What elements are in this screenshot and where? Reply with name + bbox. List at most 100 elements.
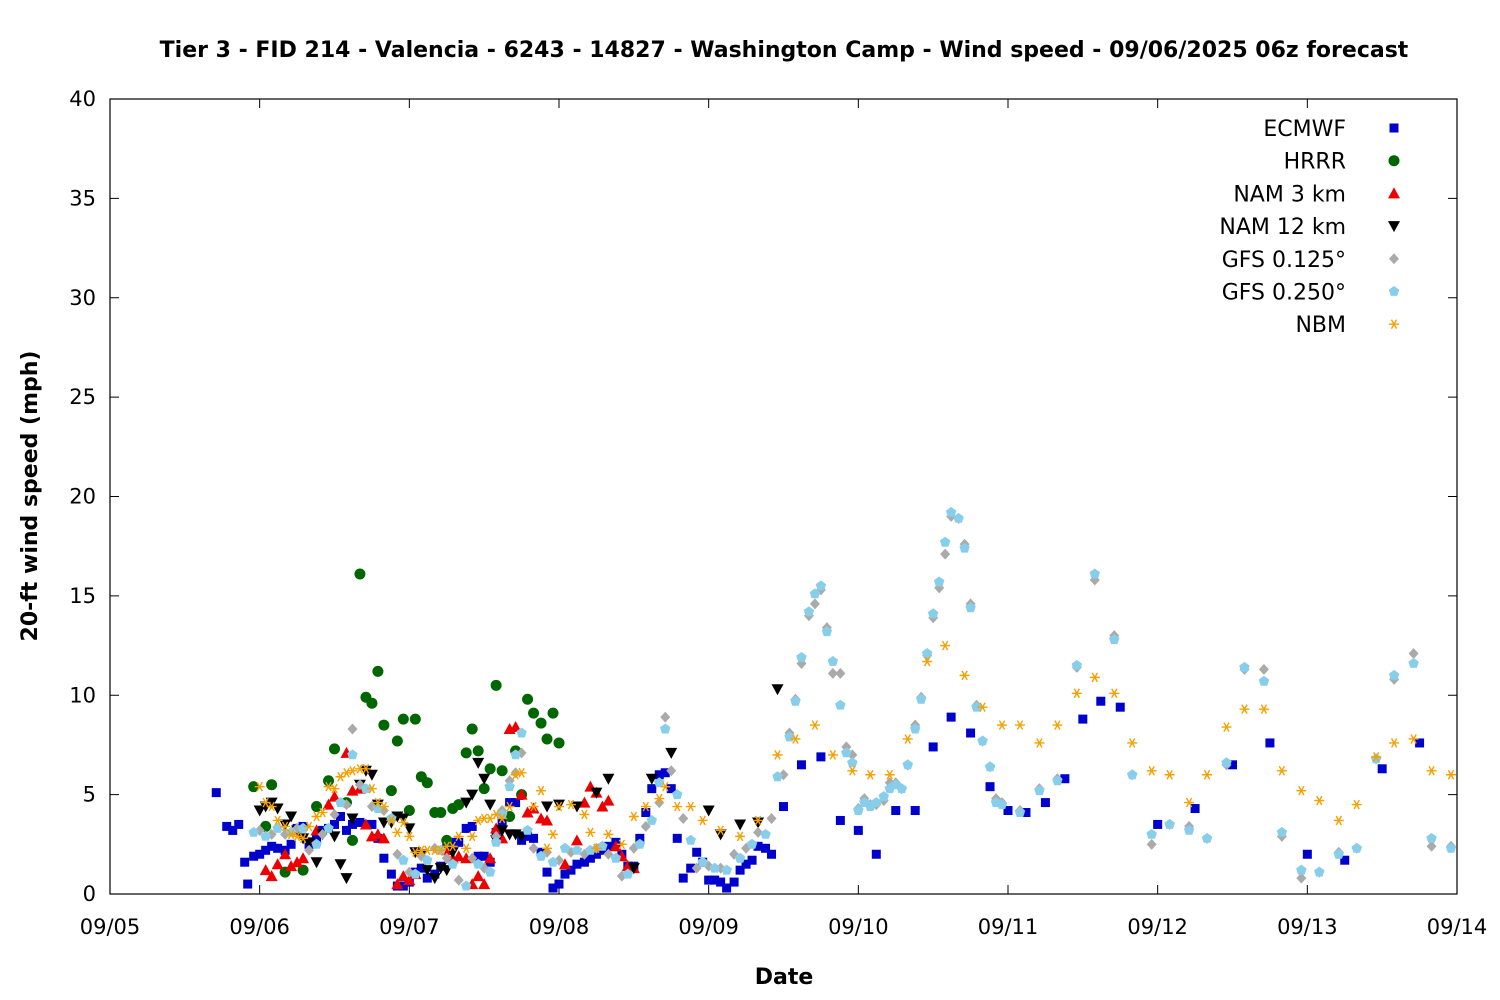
data-point (354, 568, 366, 580)
y-tick-label: 20 (69, 485, 96, 509)
y-tick-label: 5 (83, 783, 96, 807)
data-point (323, 775, 335, 787)
data-point (835, 699, 846, 710)
data-point (259, 864, 272, 876)
data-point (1314, 795, 1325, 806)
data-point (521, 806, 534, 818)
data-point (461, 843, 472, 854)
data-point (803, 606, 815, 617)
data-point (666, 784, 676, 794)
data-point (541, 814, 554, 826)
data-point (328, 831, 341, 843)
data-point (922, 656, 933, 667)
data-point (628, 811, 639, 822)
data-point (254, 781, 265, 792)
data-point (547, 856, 559, 867)
data-point (403, 805, 415, 817)
data-point (366, 697, 378, 709)
data-point (1201, 832, 1213, 843)
data-point (341, 767, 352, 778)
data-point (672, 789, 683, 800)
data-point (447, 858, 458, 869)
data-point (1071, 688, 1082, 699)
data-point (291, 856, 304, 868)
legend-marker (1388, 286, 1400, 296)
data-point (678, 812, 689, 824)
data-point (816, 752, 826, 762)
data-point (977, 702, 988, 713)
data-point (896, 783, 907, 794)
data-point (847, 765, 858, 776)
data-point (446, 847, 459, 859)
data-point (311, 838, 322, 849)
data-point (461, 880, 472, 891)
data-point (478, 783, 490, 795)
data-point (286, 829, 297, 840)
data-point (616, 839, 627, 850)
data-point (379, 853, 389, 863)
data-point (1408, 734, 1419, 744)
data-point (479, 851, 489, 861)
data-point (835, 667, 846, 679)
data-point (329, 743, 340, 755)
data-point (311, 801, 323, 813)
data-point (853, 805, 864, 815)
data-point (1408, 658, 1419, 668)
data-point (303, 837, 316, 849)
data-point (645, 773, 658, 785)
data-point (285, 860, 298, 872)
data-point (660, 711, 671, 723)
y-tick-label: 40 (69, 87, 96, 111)
data-point (1153, 819, 1163, 829)
data-point (490, 836, 502, 847)
data-point (248, 781, 260, 793)
data-point (767, 849, 777, 859)
data-point (590, 787, 603, 799)
data-point (360, 783, 372, 794)
data-point (397, 870, 410, 882)
data-point (510, 749, 521, 760)
data-point (585, 853, 595, 863)
data-point (265, 870, 278, 882)
plot-marks (211, 506, 1457, 893)
series-gfs-0-250- (248, 506, 1457, 891)
data-point (709, 862, 720, 873)
data-point (940, 640, 951, 651)
data-point (647, 784, 657, 794)
legend-label: GFS 0.250° (1222, 281, 1346, 306)
data-point (466, 723, 478, 735)
data-point (211, 788, 221, 798)
data-point (391, 735, 403, 747)
data-point (735, 865, 745, 875)
data-point (505, 798, 515, 808)
data-point (535, 717, 547, 729)
data-point (1184, 797, 1195, 808)
data-point (734, 819, 747, 831)
data-point (541, 801, 554, 813)
data-point (1276, 826, 1288, 837)
data-point (641, 808, 651, 818)
data-point (596, 800, 609, 812)
data-point (542, 843, 553, 854)
data-point (753, 815, 764, 826)
data-point (528, 842, 539, 854)
data-point (409, 713, 421, 725)
data-point (490, 679, 502, 691)
data-point (1127, 738, 1138, 748)
data-point (710, 875, 720, 885)
data-point (441, 852, 452, 864)
data-point (1426, 832, 1437, 843)
data-point (821, 626, 833, 637)
data-point (766, 812, 777, 824)
data-point (359, 818, 372, 830)
data-point (410, 868, 421, 879)
data-point (266, 779, 278, 791)
series-ecmwf (211, 696, 1425, 893)
data-point (1351, 799, 1362, 810)
data-point (453, 799, 465, 811)
data-point (473, 815, 484, 826)
data-point (1040, 798, 1050, 808)
data-point (579, 857, 589, 867)
data-point (654, 797, 665, 809)
data-point (279, 848, 292, 860)
